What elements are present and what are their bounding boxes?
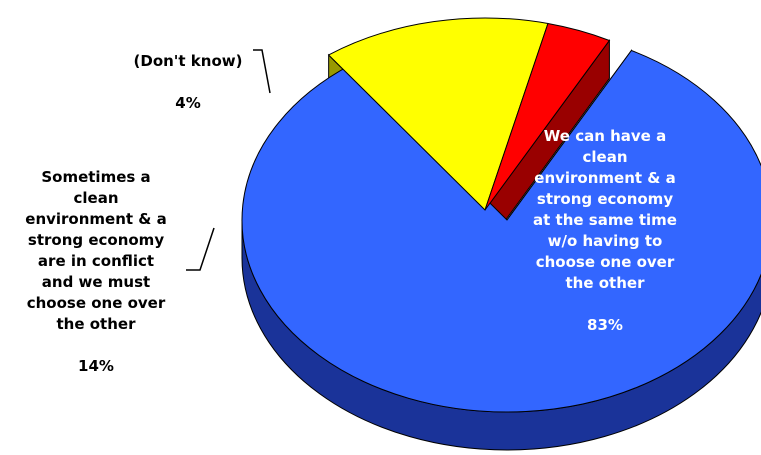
slice-label-in-conflict: Sometimes a clean environment & a strong… xyxy=(10,146,182,398)
slice-value-dont-know: 4% xyxy=(175,94,201,112)
slice-label-clean-and-strong-text: We can have a clean environment & a stro… xyxy=(533,127,677,292)
slice-value-in-conflict: 14% xyxy=(78,357,114,375)
slice-label-dont-know: (Don't know) 4% xyxy=(108,30,268,135)
slice-label-clean-and-strong: We can have a clean environment & a stro… xyxy=(505,105,705,357)
slice-label-dont-know-text: (Don't know) xyxy=(133,52,243,70)
slice-value-clean-and-strong: 83% xyxy=(587,316,623,334)
slice-in-conflict xyxy=(327,17,549,211)
pie-top-layer xyxy=(241,17,761,413)
leader-lines xyxy=(186,49,271,271)
slice-label-in-conflict-text: Sometimes a clean environment & a strong… xyxy=(25,168,167,333)
slice-dont-know xyxy=(484,22,611,211)
leader-line-in-conflict xyxy=(186,227,215,271)
leader-line-dont-know xyxy=(253,49,271,94)
